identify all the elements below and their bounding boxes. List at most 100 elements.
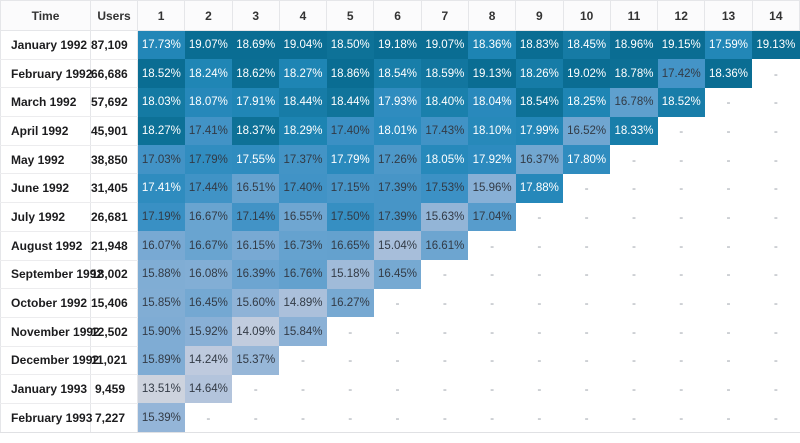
retention-cell: 17.14% [232, 202, 280, 232]
retention-cell: 16.78% [610, 87, 658, 117]
empty-cell: - [752, 231, 800, 260]
retention-cell: 18.50% [326, 30, 374, 60]
cohort-row: November 1992 12,502 15.90% 15.92% 14.09% 15.… [0, 317, 800, 347]
cohort-label: July 1992 [0, 202, 91, 232]
column-header-period: 8 [467, 0, 517, 31]
empty-cell: - [326, 374, 374, 404]
empty-cell: - [279, 403, 327, 433]
empty-cell: - [232, 374, 280, 404]
column-header-period: 1 [136, 0, 186, 31]
cohort-row: January 1992 87,109 17.73% 19.07% 18.69% 19.0… [0, 30, 800, 60]
retention-cell: 18.27% [279, 59, 327, 88]
retention-cell: 18.05% [421, 145, 469, 174]
retention-cell: 14.89% [279, 288, 327, 318]
retention-cell: 15.18% [326, 260, 374, 289]
retention-cell: 18.45% [563, 30, 611, 60]
empty-cell: - [326, 317, 374, 347]
retention-cell: 17.53% [421, 173, 469, 203]
retention-cell: 16.55% [279, 202, 327, 232]
column-header-time: Time [0, 0, 91, 31]
empty-cell: - [515, 260, 564, 289]
empty-cell: - [421, 374, 469, 404]
empty-cell: - [515, 374, 564, 404]
retention-cell: 17.26% [373, 145, 422, 174]
retention-cell: 17.19% [137, 202, 185, 232]
empty-cell: - [657, 145, 705, 174]
retention-cell: 17.55% [232, 145, 280, 174]
column-header-period: 5 [326, 0, 375, 31]
retention-cell: 16.27% [326, 288, 374, 318]
users-count: 57,692 [90, 87, 138, 118]
retention-cell: 17.92% [468, 145, 516, 174]
empty-cell: - [563, 288, 611, 318]
cohort-row: February 1993 7,227 15.39% - - - - - - - - - - - - - [0, 403, 800, 433]
empty-cell: - [563, 231, 611, 260]
cohort-row: December 1992 11,021 15.89% 14.24% 15.37% - - -… [0, 346, 800, 376]
cohort-row: June 1992 31,405 17.41% 17.44% 16.51% 17.40% 1… [0, 173, 800, 204]
retention-cell: 18.37% [232, 116, 280, 146]
retention-cell: 18.78% [610, 59, 658, 88]
empty-cell: - [563, 317, 611, 347]
empty-cell: - [515, 317, 564, 347]
retention-cell: 18.33% [610, 116, 658, 146]
retention-cell: 18.04% [468, 87, 516, 117]
empty-cell: - [704, 374, 753, 404]
column-header-users: Users [90, 0, 138, 31]
retention-cell: 15.63% [421, 202, 469, 232]
retention-cell: 16.45% [184, 288, 233, 318]
retention-cell: 18.52% [137, 59, 185, 88]
column-header-period: 6 [373, 0, 422, 31]
retention-cell: 18.69% [232, 30, 280, 60]
empty-cell: - [752, 346, 800, 375]
retention-cell: 18.44% [326, 87, 374, 117]
cohort-label: June 1992 [0, 173, 91, 204]
users-count: 12,502 [90, 317, 138, 347]
empty-cell: - [563, 403, 611, 433]
retention-cell: 17.03% [137, 145, 185, 174]
retention-cell: 16.51% [232, 173, 280, 203]
empty-cell: - [657, 202, 705, 232]
empty-cell: - [704, 173, 753, 203]
cohort-row: May 1992 38,850 17.03% 17.79% 17.55% 17.37% 17… [0, 145, 800, 175]
retention-cell: 16.67% [184, 202, 233, 232]
retention-cell: 17.44% [184, 173, 233, 203]
cohort-label: November 1992 [0, 317, 100, 347]
retention-cell: 17.91% [232, 87, 280, 117]
empty-cell: - [657, 116, 705, 146]
empty-cell: - [468, 317, 516, 347]
retention-cell: 18.26% [515, 59, 564, 88]
cohort-row: February 1992 66,686 18.52% 18.24% 18.62% 18.… [0, 59, 800, 89]
retention-cell: 16.61% [421, 231, 469, 260]
empty-cell: - [657, 403, 705, 433]
empty-cell: - [752, 87, 800, 117]
empty-cell: - [752, 202, 800, 232]
empty-cell: - [421, 403, 469, 433]
empty-cell: - [421, 317, 469, 347]
users-count: 87,109 [90, 30, 138, 60]
users-count: 66,686 [90, 59, 138, 89]
retention-cell: 19.02% [563, 59, 611, 88]
retention-cell: 16.07% [137, 231, 185, 260]
retention-cell: 15.85% [137, 288, 185, 318]
retention-cell: 18.52% [657, 87, 705, 117]
retention-cell: 15.04% [373, 231, 422, 260]
empty-cell: - [752, 374, 800, 404]
empty-cell: - [468, 374, 516, 404]
empty-cell: - [657, 231, 705, 260]
column-header-period: 11 [609, 0, 659, 31]
users-count: 15,406 [90, 288, 138, 318]
retention-cell: 18.36% [704, 59, 753, 88]
retention-cell: 17.39% [373, 202, 422, 232]
column-header-period: 14 [751, 0, 800, 31]
empty-cell: - [468, 403, 516, 433]
empty-cell: - [563, 260, 611, 289]
retention-cell: 17.79% [184, 145, 233, 174]
retention-cell: 17.40% [326, 116, 374, 146]
retention-cell: 15.37% [232, 346, 280, 375]
empty-cell: - [373, 374, 422, 404]
retention-cell: 18.59% [421, 59, 469, 88]
cohort-row: September 1992 18,002 15.88% 16.08% 16.39% 16… [0, 260, 800, 290]
retention-cell: 15.90% [137, 317, 185, 347]
cohort-label: January 1993 [0, 374, 91, 404]
retention-cell: 15.96% [468, 173, 516, 203]
